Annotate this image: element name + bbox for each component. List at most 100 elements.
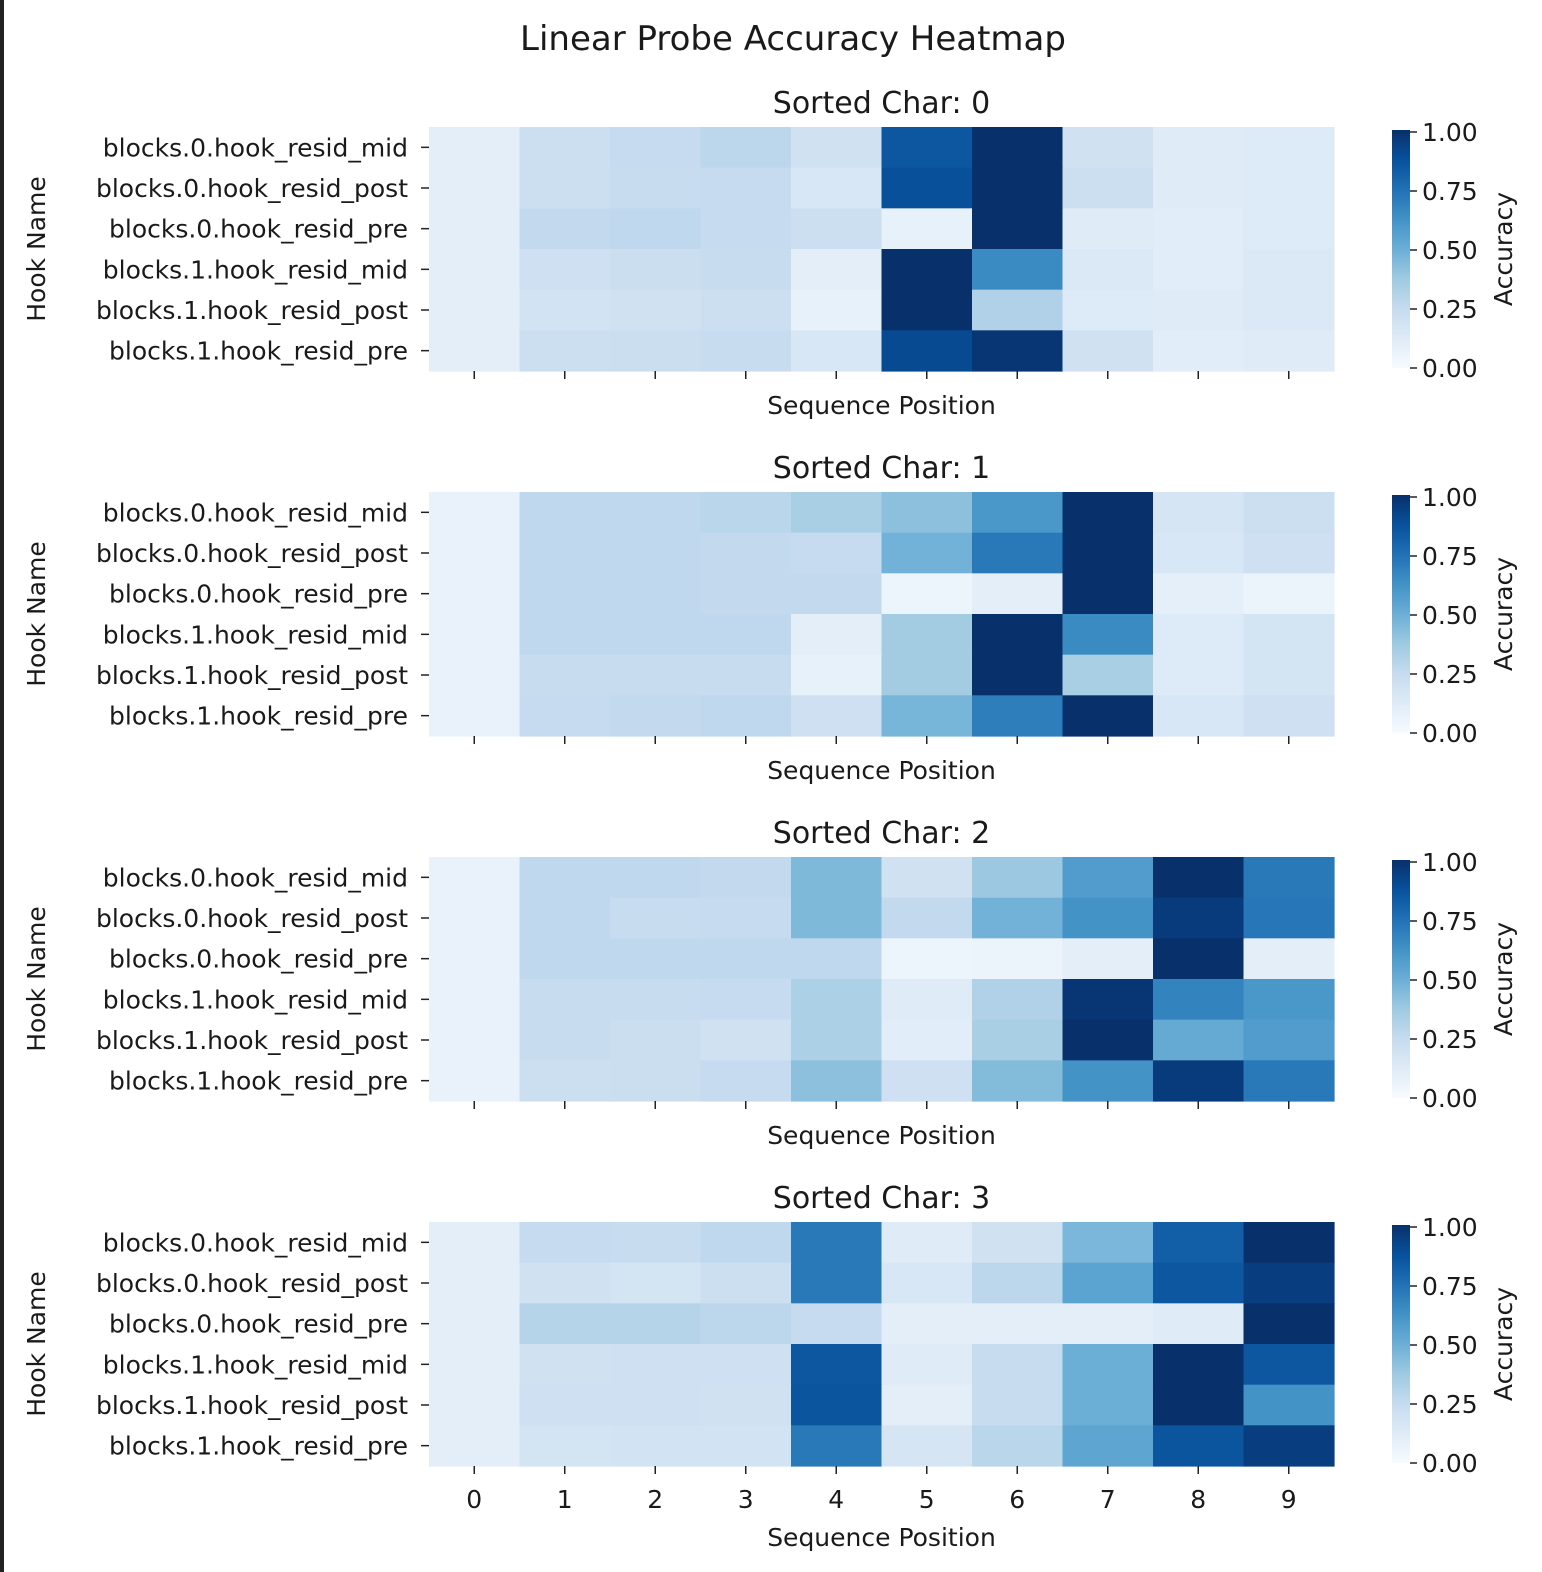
heatmap-cell	[1153, 492, 1245, 534]
colorbar-tick-label: 1.00	[1422, 118, 1478, 147]
y-tick-label: blocks.1.hook_resid_post	[96, 1026, 408, 1055]
heatmap-cell	[700, 1019, 792, 1061]
y-tick-label: blocks.1.hook_resid_post	[96, 296, 408, 325]
colorbar-label: Accuracy	[1489, 922, 1518, 1036]
heatmap-cell	[1153, 695, 1245, 737]
heatmap-cell	[881, 1060, 973, 1102]
colorbar	[1392, 495, 1410, 733]
heatmap-cell	[429, 1222, 521, 1264]
heatmap-cell	[1153, 289, 1245, 331]
heatmap-cell	[1153, 1384, 1245, 1426]
heatmap-cell	[519, 532, 611, 574]
heatmap-cell	[881, 289, 973, 331]
y-axis-label: Hook Name	[22, 1271, 51, 1417]
heatmap-cell	[972, 1303, 1064, 1345]
colorbar-tick-label: 0.00	[1422, 719, 1478, 748]
heatmap-cell	[1062, 1060, 1154, 1102]
heatmap-cell	[791, 1060, 883, 1102]
heatmap-cell	[429, 938, 521, 980]
heatmap-cell	[519, 938, 611, 980]
heatmap-cell	[1062, 1344, 1154, 1386]
heatmap-cell	[1243, 857, 1335, 899]
x-tick-label: 6	[1009, 1485, 1025, 1514]
heatmap-cell	[610, 1262, 702, 1304]
colorbar-tick-label: 1.00	[1422, 1213, 1478, 1242]
heatmap-cell	[519, 614, 611, 656]
heatmap-cell	[972, 614, 1064, 656]
heatmap-cell	[1062, 695, 1154, 737]
heatmap-cell	[610, 938, 702, 980]
heatmap-cell	[519, 1060, 611, 1102]
panel-title: Sorted Char: 2	[773, 816, 990, 851]
heatmap-cell	[972, 1019, 1064, 1061]
heatmap-cell	[519, 857, 611, 899]
heatmap-cell	[791, 897, 883, 939]
heatmap-cell	[972, 1060, 1064, 1102]
colorbar	[1392, 860, 1410, 1098]
heatmap-cell	[791, 573, 883, 615]
heatmap-cell	[1153, 127, 1245, 169]
heatmap-cell	[1062, 614, 1154, 656]
heatmap-cell	[791, 249, 883, 291]
heatmap-cell	[610, 1060, 702, 1102]
heatmap-cell	[1243, 532, 1335, 574]
heatmap-cell	[700, 654, 792, 696]
heatmap-cell	[610, 979, 702, 1021]
heatmap-cell	[1062, 1019, 1154, 1061]
heatmap-cell	[1153, 532, 1245, 574]
heatmap-cell	[972, 1344, 1064, 1386]
heatmap-cell	[881, 1019, 973, 1061]
y-tick-label: blocks.1.hook_resid_pre	[109, 1067, 408, 1096]
colorbar-tick-label: 0.50	[1422, 966, 1478, 995]
heatmap-cell	[1243, 1344, 1335, 1386]
heatmap-cell	[1243, 614, 1335, 656]
heatmap-cell	[1153, 1303, 1245, 1345]
heatmap-cell	[972, 249, 1064, 291]
heatmap-cell	[1062, 289, 1154, 331]
heatmap-cell	[1153, 330, 1245, 372]
heatmap-cell	[1153, 1262, 1245, 1304]
heatmap-cell	[1243, 289, 1335, 331]
heatmap-cell	[972, 1425, 1064, 1467]
heatmap-cell	[1153, 167, 1245, 209]
heatmap-cell	[1243, 654, 1335, 696]
heatmap-cell	[1153, 249, 1245, 291]
colorbar-tick-label: 0.25	[1422, 660, 1478, 689]
heatmap-cell	[610, 654, 702, 696]
colorbar	[1392, 1225, 1410, 1463]
heatmap-cell	[700, 1060, 792, 1102]
heatmap-cell	[610, 614, 702, 656]
heatmap-cell	[1153, 857, 1245, 899]
heatmap-cell	[1243, 1262, 1335, 1304]
colorbar-tick-label: 0.75	[1422, 1272, 1478, 1301]
heatmap-cell	[881, 1384, 973, 1426]
heatmap-cell	[791, 167, 883, 209]
heatmap-cell	[1062, 857, 1154, 899]
heatmap-cell	[610, 289, 702, 331]
heatmap-cell	[1243, 938, 1335, 980]
colorbar-tick-label: 0.00	[1422, 1449, 1478, 1478]
heatmap-cell	[1243, 1019, 1335, 1061]
heatmap-cell	[791, 208, 883, 250]
heatmap-cell	[519, 573, 611, 615]
heatmap-cell	[610, 1344, 702, 1386]
heatmap-cell	[700, 127, 792, 169]
y-tick-label: blocks.0.hook_resid_mid	[103, 1228, 408, 1257]
heatmap-cell	[881, 167, 973, 209]
heatmap-cell	[429, 1019, 521, 1061]
heatmap-cell	[700, 1222, 792, 1264]
x-axis-label: Sequence Position	[767, 1121, 996, 1150]
panel-title: Sorted Char: 3	[773, 1181, 990, 1216]
heatmap-cell	[972, 938, 1064, 980]
heatmap-cell	[519, 695, 611, 737]
y-tick-label: blocks.0.hook_resid_pre	[109, 1310, 408, 1339]
heatmap-cell	[1243, 492, 1335, 534]
heatmap-cell	[429, 532, 521, 574]
heatmap-cell	[881, 857, 973, 899]
panel-title: Sorted Char: 1	[773, 451, 990, 486]
heatmap-cell	[972, 330, 1064, 372]
heatmap-cell	[1062, 532, 1154, 574]
heatmap-cell	[429, 1344, 521, 1386]
heatmap-cell	[519, 1425, 611, 1467]
